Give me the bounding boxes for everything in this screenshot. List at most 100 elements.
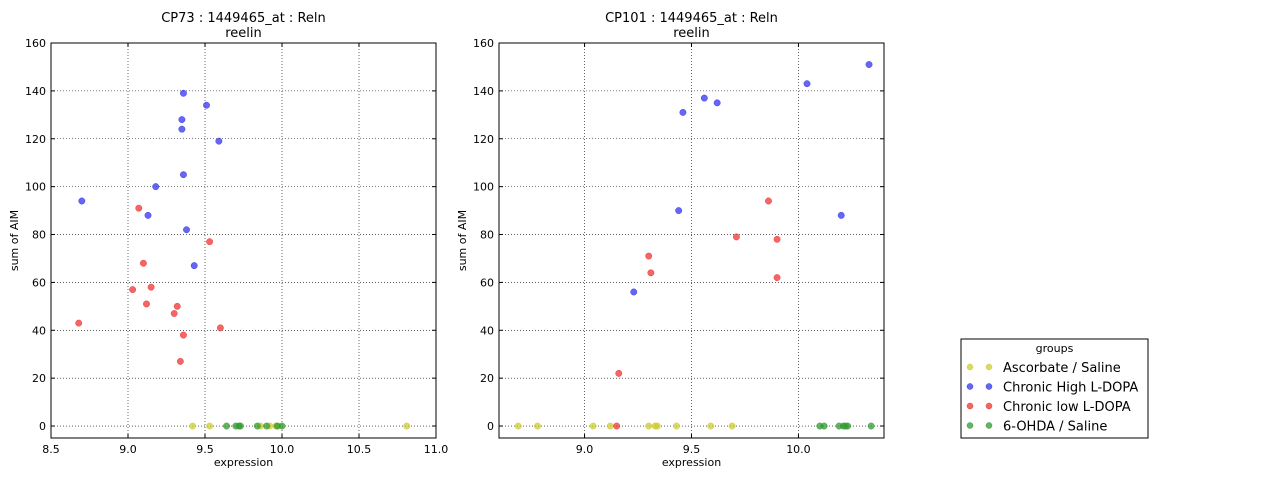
data-point xyxy=(278,422,286,430)
y-tick-label: 20 xyxy=(32,372,46,385)
data-point xyxy=(675,207,683,215)
x-tick-label: 9.5 xyxy=(683,443,701,456)
data-point xyxy=(713,99,721,107)
data-point xyxy=(613,422,621,430)
data-point xyxy=(647,269,655,277)
y-tick-label: 100 xyxy=(25,181,46,194)
y-tick-label: 60 xyxy=(480,276,494,289)
data-point xyxy=(673,422,680,430)
y-tick-label: 160 xyxy=(473,37,494,50)
series-chronic-high-l-dopa xyxy=(78,89,223,270)
data-point xyxy=(645,422,653,430)
legend-label: Chronic High L-DOPA xyxy=(1003,381,1138,396)
data-point xyxy=(144,211,152,219)
y-tick-label: 120 xyxy=(25,133,46,146)
chart-subtitle: reelin xyxy=(225,26,262,41)
data-point xyxy=(253,422,261,430)
data-point xyxy=(645,252,653,260)
chart-title: CP101 : 1449465_at : Reln xyxy=(605,11,778,26)
data-point xyxy=(143,300,150,308)
data-point xyxy=(78,197,86,205)
x-tick-label: 9.5 xyxy=(196,443,214,456)
legend-entry-chronic-high-l-dopa: Chronic High L-DOPA xyxy=(966,381,1138,396)
legend: groups Ascorbate / Saline Chronic High L-D… xyxy=(960,338,1149,439)
legend-frame xyxy=(960,338,1149,439)
data-point xyxy=(534,422,541,430)
data-point xyxy=(589,422,597,430)
series-6-ohda-saline xyxy=(816,422,875,430)
y-tick-label: 40 xyxy=(480,324,494,337)
data-point xyxy=(173,302,181,310)
data-point xyxy=(653,422,661,430)
y-axis-label: sum of AIM xyxy=(456,210,469,271)
legend-label: Ascorbate / Saline xyxy=(1003,361,1121,376)
data-point xyxy=(630,288,638,296)
y-tick-label: 120 xyxy=(473,133,494,146)
data-point xyxy=(707,422,715,430)
data-point xyxy=(215,137,223,145)
x-axis-label: expression xyxy=(662,456,721,469)
legend-marker xyxy=(966,363,974,371)
x-tick-label: 8.5 xyxy=(42,443,60,456)
data-point xyxy=(867,422,875,430)
y-axis-label: sum of AIM xyxy=(8,210,21,271)
plot-frame xyxy=(50,42,437,439)
x-tick-label: 11.0 xyxy=(424,443,449,456)
data-point xyxy=(236,422,244,430)
legend-marker xyxy=(985,422,993,429)
legend-marker xyxy=(985,363,993,371)
data-point xyxy=(147,283,155,291)
y-tick-label: 140 xyxy=(25,85,46,98)
data-point xyxy=(844,422,852,430)
data-point xyxy=(773,235,781,243)
data-point xyxy=(403,422,411,430)
plot-frame xyxy=(498,42,885,439)
data-point xyxy=(679,108,687,116)
data-point xyxy=(75,319,83,327)
legend-marker xyxy=(966,402,974,410)
data-point xyxy=(216,324,224,332)
data-point xyxy=(223,422,231,430)
y-tick-label: 60 xyxy=(32,276,46,289)
data-point xyxy=(178,116,186,124)
data-point xyxy=(189,422,197,430)
data-point xyxy=(203,101,210,109)
data-point xyxy=(183,226,190,234)
data-point xyxy=(865,61,873,68)
legend-entry-ascorbate-saline: Ascorbate / Saline xyxy=(966,361,1121,376)
data-point xyxy=(139,259,147,267)
data-point xyxy=(615,369,623,377)
data-point xyxy=(765,197,772,205)
x-tick-label: 10.0 xyxy=(270,443,295,456)
data-point xyxy=(152,183,160,191)
legend-marker xyxy=(985,402,993,410)
y-tick-label: 140 xyxy=(473,85,494,98)
legend-marker xyxy=(966,383,974,390)
data-point xyxy=(773,274,781,282)
legend-marker xyxy=(985,383,993,390)
x-tick-label: 9.0 xyxy=(576,443,594,456)
data-point xyxy=(170,310,178,317)
data-point xyxy=(514,422,522,430)
data-point xyxy=(700,94,708,102)
data-point xyxy=(179,89,187,97)
data-point xyxy=(178,125,186,133)
legend-label: 6-OHDA / Saline xyxy=(1003,420,1107,435)
data-point xyxy=(732,233,740,241)
chart-title: CP73 : 1449465_at : Reln xyxy=(161,11,326,26)
series-chronic-low-l-dopa xyxy=(75,204,224,365)
data-point xyxy=(820,422,828,430)
data-point xyxy=(803,80,811,88)
y-tick-label: 0 xyxy=(487,420,494,433)
data-point xyxy=(837,211,845,219)
legend-marker xyxy=(966,422,974,429)
series-ascorbate-saline xyxy=(514,422,736,430)
series-chronic-low-l-dopa xyxy=(613,197,781,430)
y-tick-label: 0 xyxy=(39,420,46,433)
data-point xyxy=(129,286,137,294)
x-tick-label: 10.0 xyxy=(786,443,811,456)
y-tick-label: 80 xyxy=(32,229,46,242)
